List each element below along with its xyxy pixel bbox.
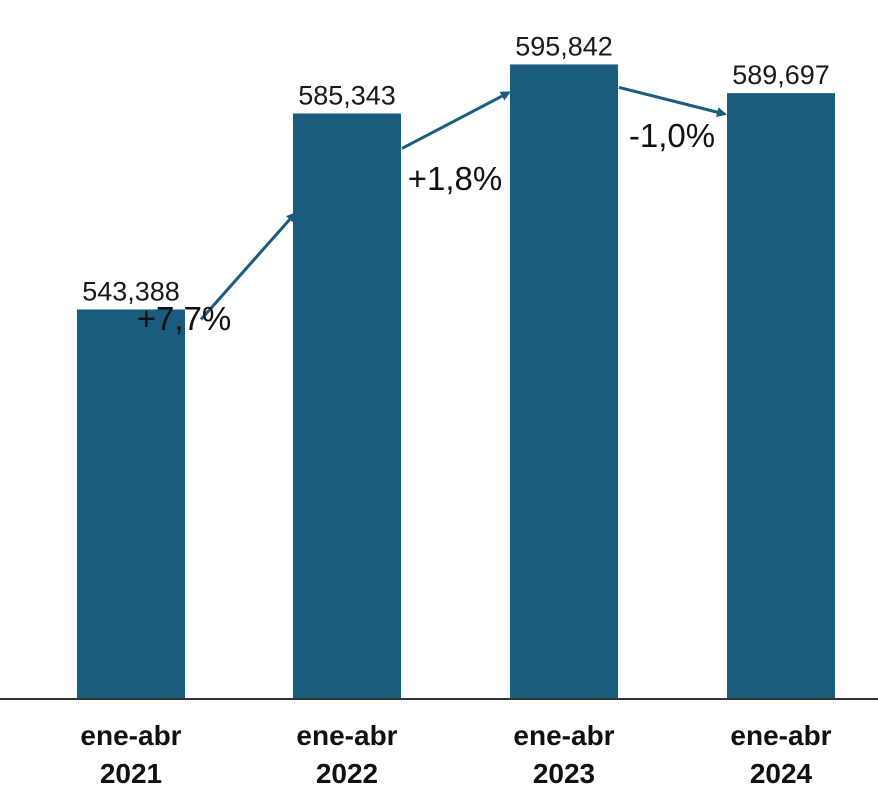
change-label-2: -1,0% [629,117,715,154]
bar-0 [77,309,185,699]
bar-2 [510,64,618,699]
value-label-1: 585,343 [298,80,396,110]
change-arrow-0 [199,211,297,321]
change-label-1: +1,8% [408,160,503,197]
category-line-1-3: ene-abr [730,720,831,751]
category-label-0: ene-abr 2021 [80,720,181,789]
change-arrow-2 [618,85,727,118]
category-line-2-1: 2022 [316,758,378,789]
value-label-0: 543,388 [82,276,180,306]
category-line-2-2: 2023 [533,758,595,789]
category-label-3: ene-abr 2024 [730,720,831,789]
category-line-2-3: 2024 [750,758,813,789]
change-arrow-1 [401,91,511,150]
category-label-1: ene-abr 2022 [296,720,397,789]
category-label-2: ene-abr 2023 [513,720,614,789]
bar-1 [293,113,401,700]
value-label-3: 589,697 [732,60,830,90]
bar-3 [727,93,835,699]
category-line-1-1: ene-abr [296,720,397,751]
value-label-2: 595,842 [515,31,613,61]
category-line-2-0: 2021 [100,758,162,789]
category-line-1-2: ene-abr [513,720,614,751]
change-label-0: +7,7% [137,300,232,337]
category-line-1-0: ene-abr [80,720,181,751]
